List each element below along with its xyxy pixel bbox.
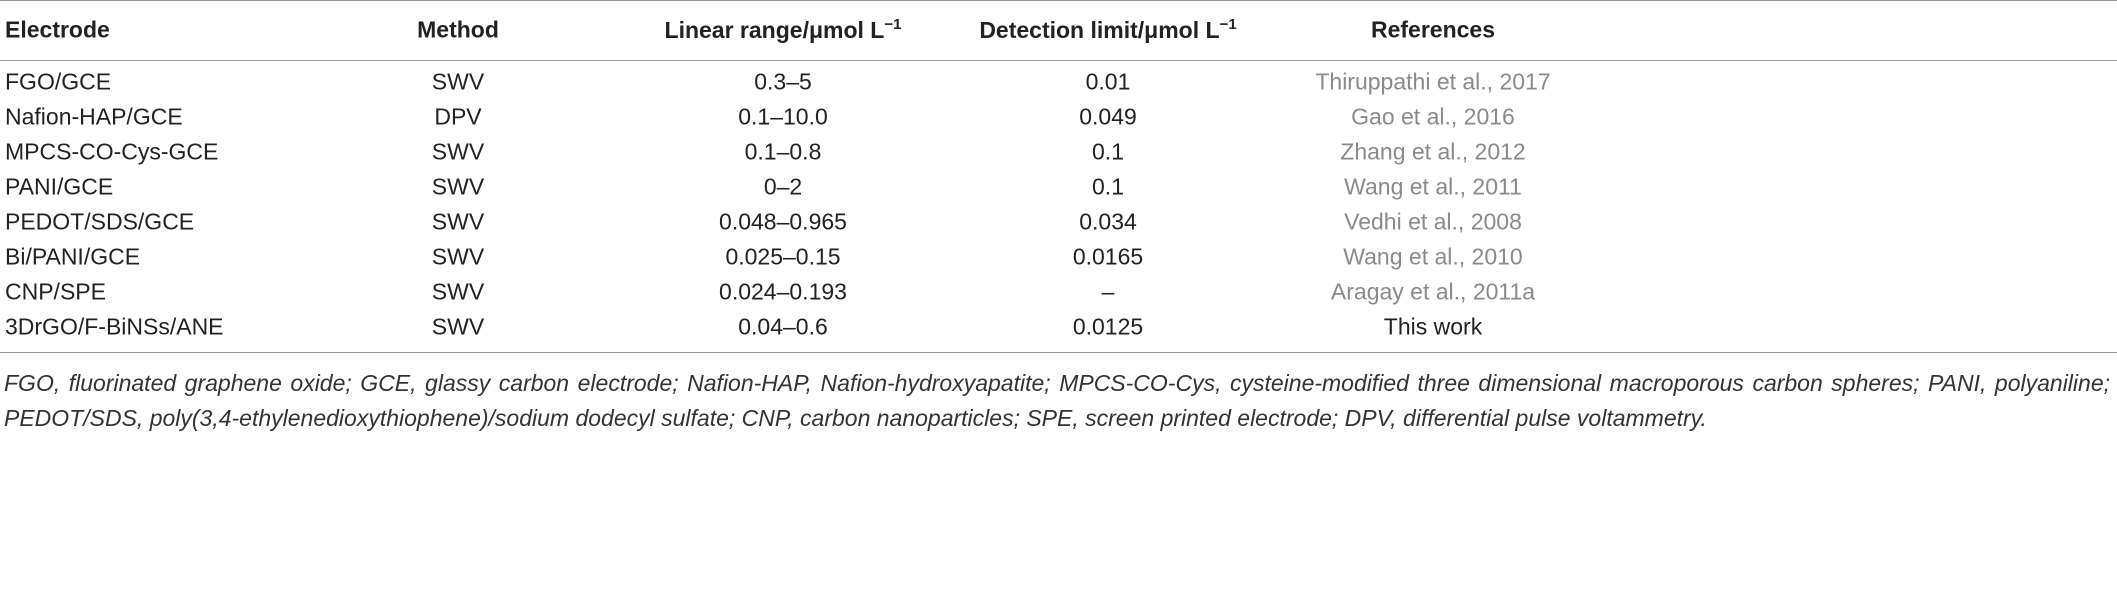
table-cell: CNP/SPE [5,278,106,305]
header-text: Linear range/μmol L [664,16,885,43]
reference-cell: Wang et al., 2010 [1343,243,1523,270]
table-cell: PEDOT/SDS/GCE [5,208,195,235]
table-cell: – [1101,278,1115,305]
table-cell: 0.0165 [1072,243,1144,270]
header-cell: Detection limit/μmol L−1 [979,16,1236,44]
table-cell: 0.04–0.6 [738,313,828,340]
reference-cell: Wang et al., 2011 [1344,173,1522,200]
header-rule [0,60,2117,61]
reference-cell: Vedhi et al., 2008 [1344,208,1522,235]
table-cell: 0.1–0.8 [744,138,822,165]
footnote: FGO, fluorinated graphene oxide; GCE, gl… [4,370,2110,431]
table-cell: 0.0125 [1072,313,1144,340]
header-superscript: −1 [1219,16,1237,34]
table-cell: SWV [431,138,485,165]
table-cell: SWV [431,243,485,270]
table-cell: Nafion-HAP/GCE [5,103,183,130]
table-cell: 3DrGO/F-BiNSs/ANE [5,313,224,340]
table-cell: SWV [431,173,485,200]
reference-cell: Thiruppathi et al., 2017 [1315,68,1551,95]
table-cell: PANI/GCE [5,173,114,200]
table-cell: 0.1 [1092,173,1124,200]
table-cell: 0.025–0.15 [725,243,841,270]
bottom-rule [0,352,2117,353]
reference-cell: Zhang et al., 2012 [1340,138,1526,165]
table-cell: 0.1 [1092,138,1124,165]
reference-cell: Aragay et al., 2011a [1330,278,1536,305]
table-cell: 0–2 [763,173,803,200]
header-cell: Linear range/μmol L−1 [665,16,902,44]
reference-cell: Gao et al., 2016 [1351,103,1515,130]
table-cell: 0.048–0.965 [719,208,847,235]
table-cell: SWV [431,313,485,340]
table-cell: DPV [434,103,482,130]
header-cell: Method [417,16,499,43]
table-cell: 0.034 [1079,208,1137,235]
table-cell: Bi/PANI/GCE [5,243,141,270]
table-cell: 0.01 [1085,68,1131,95]
table-cell: SWV [431,68,485,95]
top-rule [0,0,2117,1]
table-cell: 0.049 [1079,103,1137,130]
table-cell: 0.1–10.0 [738,103,828,130]
table-cell: MPCS-CO-Cys-GCE [5,138,219,165]
header-cell: Electrode [5,16,110,43]
header-cell: References [1370,16,1496,43]
header-superscript: −1 [884,16,902,34]
table-cell: SWV [431,208,485,235]
reference-cell: This work [1383,313,1483,340]
table-cell: FGO/GCE [5,68,112,95]
header-text: Detection limit/μmol L [979,16,1220,43]
table-cell: 0.024–0.193 [719,278,847,305]
table-cell: 0.3–5 [754,68,812,95]
table-cell: SWV [431,278,485,305]
